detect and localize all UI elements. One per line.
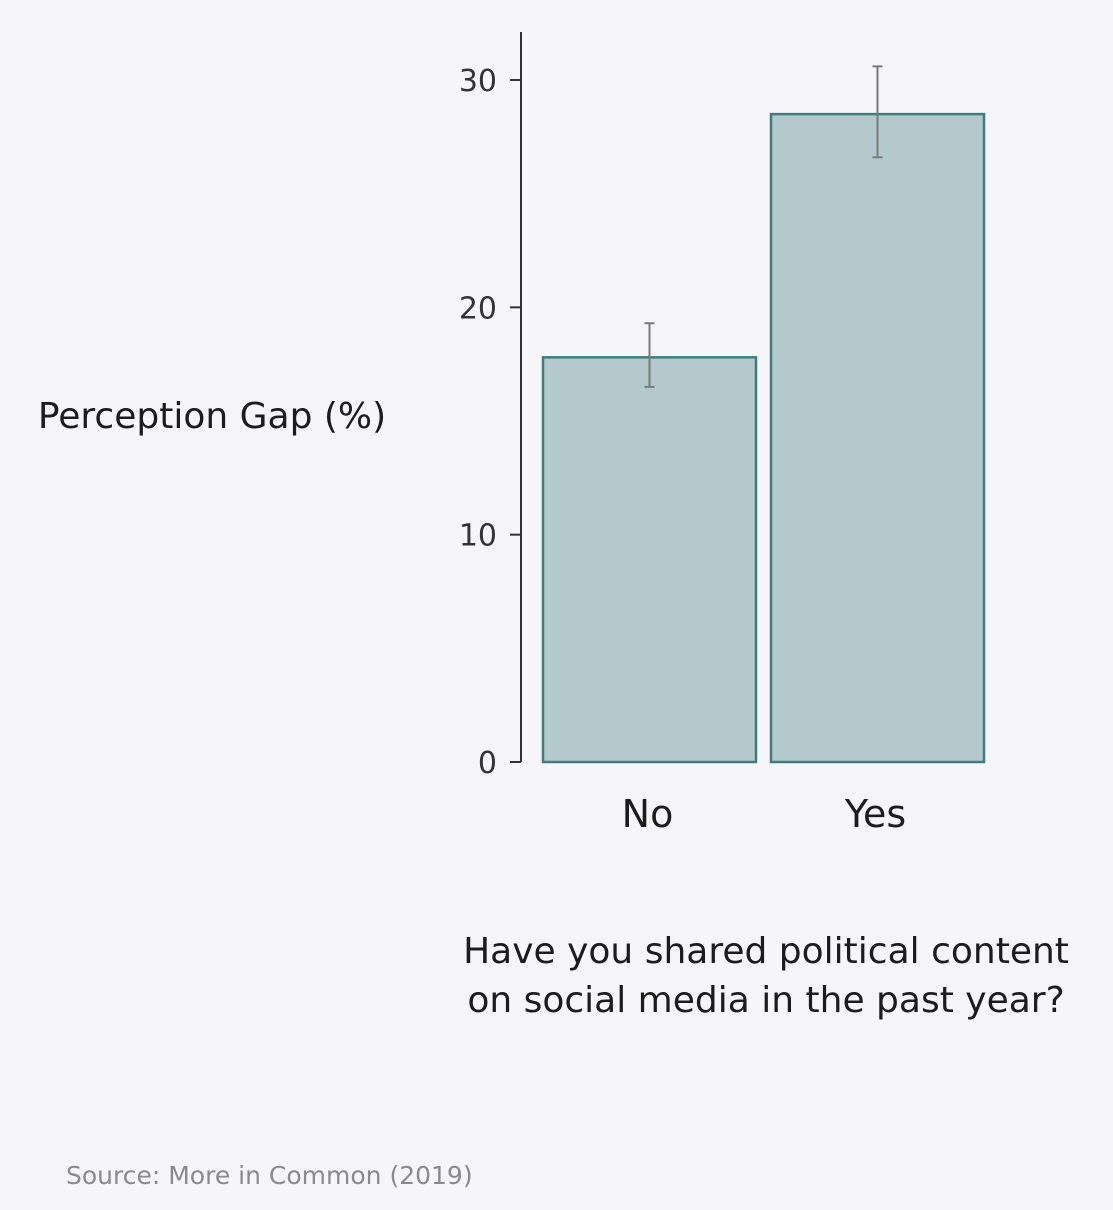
y-tick-label: 20 [459,291,497,326]
x-axis-labels: No Yes [622,792,907,836]
y-tick-label: 0 [478,746,497,781]
y-tick-label: 10 [459,519,497,554]
source-note: Source: More in Common (2019) [66,1161,473,1190]
bar-no [541,356,758,764]
y-axis-title: Perception Gap (%) [38,396,386,437]
x-axis-title-line-2: on social media in the past year? [467,980,1064,1021]
bar-yes [769,112,986,764]
error-bars [644,65,883,388]
x-category-label: Yes [844,792,906,836]
y-axis: 0 10 20 30 [459,32,522,781]
x-category-label: No [622,792,674,836]
bars [541,112,986,764]
y-tick-label: 30 [459,64,497,99]
x-axis-title-line-1: Have you shared political content [463,931,1069,972]
